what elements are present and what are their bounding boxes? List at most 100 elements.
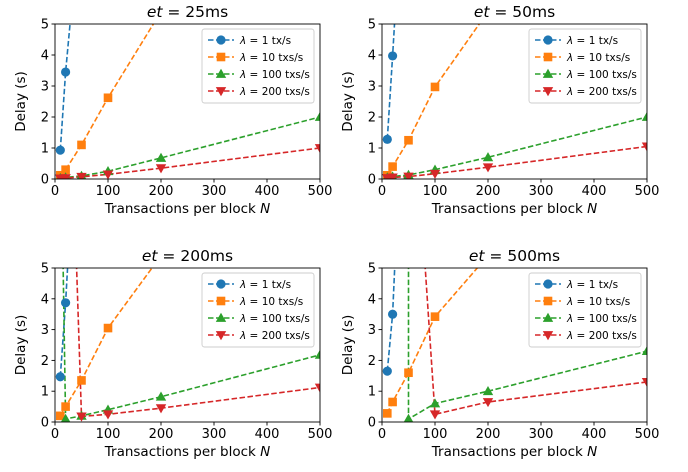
- legend-text: = 100 txs/s: [246, 313, 310, 325]
- legend: λ = 1 tx/sλ = 10 txs/sλ = 100 txs/sλ = 2…: [201, 272, 315, 348]
- x-tick-label: 500: [308, 184, 333, 199]
- y-axis-label: Delay (s): [340, 315, 356, 376]
- x-tick-label: 200: [476, 184, 501, 199]
- legend: λ = 1 tx/sλ = 10 txs/sλ = 100 txs/sλ = 2…: [528, 272, 642, 348]
- legend: λ = 1 tx/sλ = 10 txs/sλ = 100 txs/sλ = 2…: [528, 28, 642, 104]
- legend-marker: [216, 279, 226, 289]
- legend-entry: λ = 10 txs/s: [535, 296, 630, 308]
- series-line: [60, 116, 320, 179]
- title-text: = 50ms: [489, 3, 555, 21]
- x-tick-label: 100: [96, 427, 121, 442]
- y-tick-label: 4: [368, 292, 376, 307]
- legend-marker: [215, 312, 227, 322]
- legend-text: = 1 tx/s: [246, 35, 291, 47]
- legend-entry: λ = 100 txs/s: [535, 68, 637, 81]
- legend-lambda: λ: [239, 52, 246, 64]
- series-line: [387, 145, 647, 179]
- data-point: [55, 372, 65, 382]
- y-tick-label: 3: [368, 80, 376, 95]
- legend-label: λ = 200 txs/s: [239, 330, 310, 342]
- y-axis-label: Delay (s): [340, 71, 356, 132]
- series-line: [386, 24, 396, 140]
- series-line: [424, 268, 647, 416]
- data-point: [482, 398, 494, 408]
- legend-frame: [528, 272, 642, 348]
- y-tick-label: 5: [368, 262, 376, 277]
- data-point: [155, 404, 167, 414]
- x-tick-label: 400: [582, 184, 607, 199]
- series-line: [59, 24, 71, 151]
- x-tick-label: 500: [635, 427, 660, 442]
- legend-label: λ = 100 txs/s: [239, 69, 310, 81]
- legend-marker: [542, 68, 554, 78]
- legend-entry: λ = 1 tx/s: [208, 279, 291, 291]
- data-point: [482, 386, 494, 396]
- legend-marker: [216, 296, 226, 306]
- data-point: [429, 398, 441, 408]
- legend-entry: λ = 200 txs/s: [208, 330, 310, 342]
- x-tick-label: 400: [255, 184, 280, 199]
- legend-marker: [542, 87, 554, 97]
- data-point: [103, 93, 113, 103]
- title-variable: et: [147, 3, 164, 21]
- x-axis-label: Transactions per block N: [431, 201, 598, 217]
- x-tick-label: 400: [255, 427, 280, 442]
- legend-entry: λ = 10 txs/s: [208, 296, 303, 308]
- legend-entry: λ = 100 txs/s: [535, 312, 637, 325]
- legend-marker: [543, 279, 553, 289]
- y-tick-label: 4: [41, 49, 49, 64]
- x-tick-label: 500: [635, 184, 660, 199]
- axes-frame: [381, 267, 648, 423]
- legend-lambda: λ: [566, 86, 573, 98]
- subplot-1: 0 100 200 300 400 500 0 1 2 3 4 5 et = 25ms Transacti…: [13, 3, 332, 217]
- legend-label: λ = 100 txs/s: [566, 69, 637, 81]
- x-tick-label: 0: [51, 427, 59, 442]
- legend-frame: [201, 272, 315, 348]
- x-axis-label-variable: N: [260, 444, 270, 460]
- x-tick-label: 0: [378, 184, 386, 199]
- y-tick-label: 2: [368, 111, 376, 126]
- data-point: [314, 111, 320, 121]
- x-tick-label: 200: [476, 427, 501, 442]
- x-tick-label: 100: [423, 184, 448, 199]
- legend-lambda: λ: [239, 279, 246, 291]
- legend-text: = 10 txs/s: [246, 296, 303, 308]
- y-tick-label: 1: [368, 142, 376, 157]
- x-axis-label-variable: N: [587, 201, 597, 217]
- legend-label: λ = 1 tx/s: [239, 279, 291, 291]
- data-point: [61, 67, 71, 77]
- data-point: [314, 349, 320, 359]
- legend-lambda: λ: [239, 313, 246, 325]
- legend-lambda: λ: [566, 69, 573, 81]
- data-point: [314, 144, 320, 154]
- data-point: [641, 378, 647, 388]
- data-point: [641, 345, 647, 356]
- data-point: [430, 312, 440, 321]
- legend-marker: [215, 68, 227, 78]
- x-tick-label: 100: [96, 184, 121, 199]
- legend-marker: [543, 296, 553, 306]
- x-tick-label: 300: [529, 427, 554, 442]
- x-axis-label-text: Transactions per block: [104, 444, 260, 460]
- x-tick-label: 300: [202, 427, 227, 442]
- legend-marker: [215, 331, 227, 341]
- title-text: = 500ms: [485, 247, 561, 265]
- chart-title: et = 25ms: [147, 3, 228, 21]
- series-line: [62, 268, 320, 420]
- data-point: [76, 172, 87, 179]
- data-point: [102, 170, 114, 179]
- x-tick-label: 300: [529, 184, 554, 199]
- subplot-2: 0 100 200 300 400 500 0 1 2 3 4 5 et = 50ms Transacti…: [340, 3, 659, 217]
- legend-label: λ = 1 tx/s: [566, 279, 618, 291]
- legend-marker: [542, 312, 554, 322]
- subplot-4: 0 100 200 300 400 500 0 1 2 3 4 5 et = 500ms Transact…: [340, 247, 659, 460]
- legend-text: = 1 tx/s: [573, 35, 618, 47]
- legend-lambda: λ: [239, 69, 246, 81]
- plot-area: [55, 268, 320, 422]
- data-point: [388, 51, 398, 61]
- y-tick-label: 0: [368, 173, 376, 188]
- chart-title: et = 50ms: [474, 3, 555, 21]
- data-point: [314, 383, 320, 393]
- data-point: [641, 142, 647, 152]
- y-tick-label: 2: [41, 111, 49, 126]
